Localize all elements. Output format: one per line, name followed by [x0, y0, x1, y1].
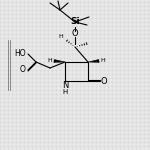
Polygon shape — [88, 59, 99, 63]
Text: O: O — [72, 30, 78, 39]
Text: H: H — [101, 58, 105, 63]
Text: H: H — [48, 58, 52, 63]
Text: Si: Si — [70, 18, 80, 27]
Text: O: O — [20, 66, 26, 75]
Text: H: H — [62, 89, 68, 95]
Text: H: H — [59, 33, 63, 39]
Text: HO: HO — [14, 50, 26, 58]
Text: N: N — [62, 81, 68, 90]
Text: O: O — [101, 76, 107, 85]
Polygon shape — [54, 59, 65, 63]
